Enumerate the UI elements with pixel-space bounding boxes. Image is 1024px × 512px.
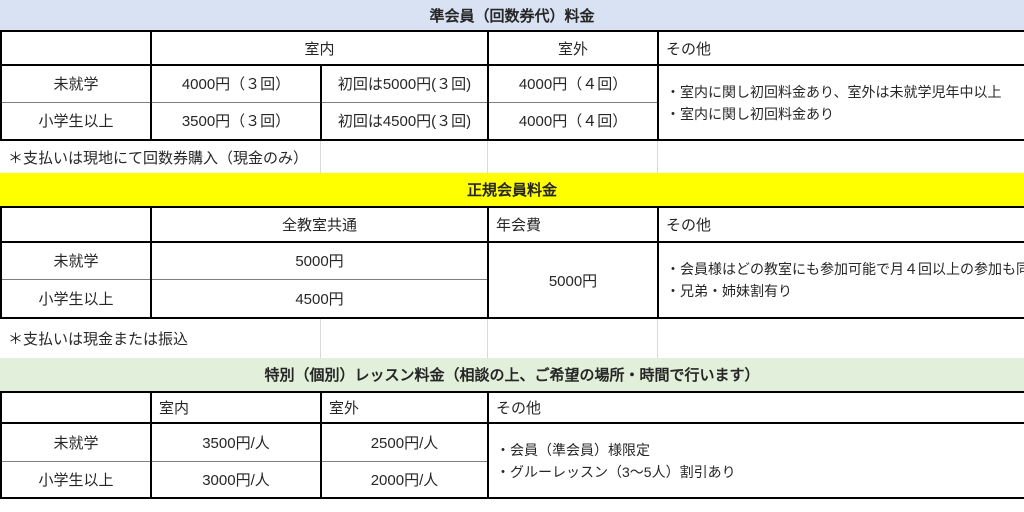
- other-notes-cell: ・会員様はどの教室にも参加可能で月４回以上の参加も同額 ・兄弟・姉妹割有り: [657, 241, 1024, 319]
- price-indoor-elementary: 3000円/人: [150, 460, 322, 499]
- price-indoor-preschool: 4000円（３回）: [150, 64, 322, 103]
- special-lesson-header-row: 室内 室外 その他: [0, 391, 1024, 424]
- gridline: [657, 141, 658, 173]
- row-label-preschool: 未就学: [0, 241, 152, 280]
- table-row-elementary: 小学生以上 3500円（３回） 初回は4500円(３回) 4000円（４回）: [0, 101, 1024, 141]
- price-outdoor-preschool: 2500円/人: [320, 422, 489, 462]
- section-title-semi-member-label: 準会員（回数券代）料金: [429, 7, 595, 25]
- table-row-preschool: 未就学 4000円（３回） 初回は5000円(３回) 4000円（４回） ・室内…: [0, 64, 1024, 141]
- price-indoor-preschool: 3500円/人: [150, 422, 322, 462]
- table-row-preschool: 未就学 5000円 5000円 ・会員様はどの教室にも参加可能で月４回以上の参加…: [0, 241, 1024, 319]
- price-outdoor-elementary: 4000円（４回）: [487, 101, 660, 141]
- price-outdoor-preschool: 4000円（４回）: [487, 64, 660, 103]
- column-header-outdoor: 室外: [487, 30, 660, 66]
- section-title-special-lesson-label: 特別（個別）レッスン料金（相談の上、ご希望の場所・時間で行います）: [264, 367, 760, 384]
- note-line: ・兄弟・姉妹割有り: [666, 283, 792, 299]
- regular-member-header-row: 全教室共通 年会費 その他: [0, 206, 1024, 243]
- gridline: [657, 319, 658, 358]
- price-indoor-elementary: 3500円（３回）: [150, 101, 322, 141]
- row-label-preschool: 未就学: [0, 64, 152, 103]
- table-row-elementary: 小学生以上 4500円: [0, 278, 1024, 319]
- regular-corner-cell: [0, 206, 152, 243]
- section-title-special-lesson: 特別（個別）レッスン料金（相談の上、ご希望の場所・時間で行います）: [0, 358, 1024, 391]
- footnote-row-semi-member: ＊支払いは現地にて回数券購入（現金のみ）: [0, 141, 1024, 173]
- semi-corner-cell: [0, 30, 152, 66]
- note-line: ・室内に関し初回料金あり、室外は未就学児年中以上: [666, 83, 1002, 100]
- column-header-all-classrooms: 全教室共通: [150, 206, 489, 243]
- note-line: ・会員様はどの教室にも参加可能で月４回以上の参加も同額: [666, 261, 1024, 277]
- section-title-regular-member-label: 正規会員料金: [466, 182, 557, 199]
- column-header-other: その他: [657, 206, 1024, 243]
- row-label-elementary: 小学生以上: [0, 101, 152, 141]
- column-header-other: その他: [657, 30, 1024, 66]
- other-notes-cell: ・室内に関し初回料金あり、室外は未就学児年中以上 ・室内に関し初回料金あり: [657, 64, 1024, 141]
- price-outdoor-elementary: 2000円/人: [320, 460, 489, 499]
- special-corner-cell: [0, 391, 152, 424]
- table-row-elementary: 小学生以上 3000円/人 2000円/人: [0, 460, 1024, 499]
- note-line: ・グルーレッスン（3～5人）割引あり: [496, 463, 736, 480]
- note-line: ・会員（準会員）様限定: [496, 441, 650, 458]
- footnote-text: ＊支払いは現地にて回数券購入（現金のみ）: [8, 149, 309, 167]
- row-label-elementary: 小学生以上: [0, 278, 152, 319]
- gridline: [487, 319, 488, 358]
- column-header-outdoor: 室外: [320, 391, 489, 424]
- special-lesson-pricing-table: 室内 室外 その他 未就学 3500円/人 2500円/人 ・会員（準会員）様限…: [0, 391, 1024, 499]
- section-title-semi-member: 準会員（回数券代）料金: [0, 0, 1024, 30]
- annual-fee-cell: 5000円: [487, 241, 659, 319]
- price-indoor-first-preschool: 初回は5000円(３回): [319, 64, 490, 103]
- footnote-text: ＊支払いは現金または振込: [8, 331, 189, 348]
- column-header-other: その他: [487, 391, 1024, 424]
- regular-member-pricing-table: 全教室共通 年会費 その他 未就学 5000円 5000円 ・会員様はどの教室に…: [0, 206, 1024, 319]
- semi-member-header-row: 室内 室外 その他: [0, 30, 1024, 66]
- gridline: [320, 319, 321, 358]
- semi-member-pricing-table: 室内 室外 その他 未就学 4000円（３回） 初回は5000円(３回) 400…: [0, 30, 1024, 141]
- row-label-preschool: 未就学: [0, 422, 152, 462]
- price-common-preschool: 5000円: [150, 241, 489, 280]
- price-indoor-first-elementary: 初回は4500円(３回): [319, 101, 490, 141]
- note-line: ・室内に関し初回料金あり: [666, 105, 835, 122]
- column-header-indoor: 室内: [149, 30, 490, 66]
- bottom-margin: [0, 499, 1024, 511]
- gridline: [487, 141, 488, 173]
- gridline: [320, 141, 321, 173]
- column-header-indoor: 室内: [150, 391, 322, 424]
- other-notes-cell: ・会員（準会員）様限定 ・グルーレッスン（3～5人）割引あり: [487, 422, 1024, 499]
- footnote-row-regular-member: ＊支払いは現金または振込: [0, 319, 1024, 358]
- section-title-regular-member: 正規会員料金: [0, 173, 1024, 206]
- table-row-preschool: 未就学 3500円/人 2500円/人 ・会員（準会員）様限定 ・グルーレッスン…: [0, 422, 1024, 499]
- price-common-elementary: 4500円: [150, 278, 489, 319]
- column-header-annual-fee: 年会費: [487, 206, 659, 243]
- row-label-elementary: 小学生以上: [0, 460, 152, 499]
